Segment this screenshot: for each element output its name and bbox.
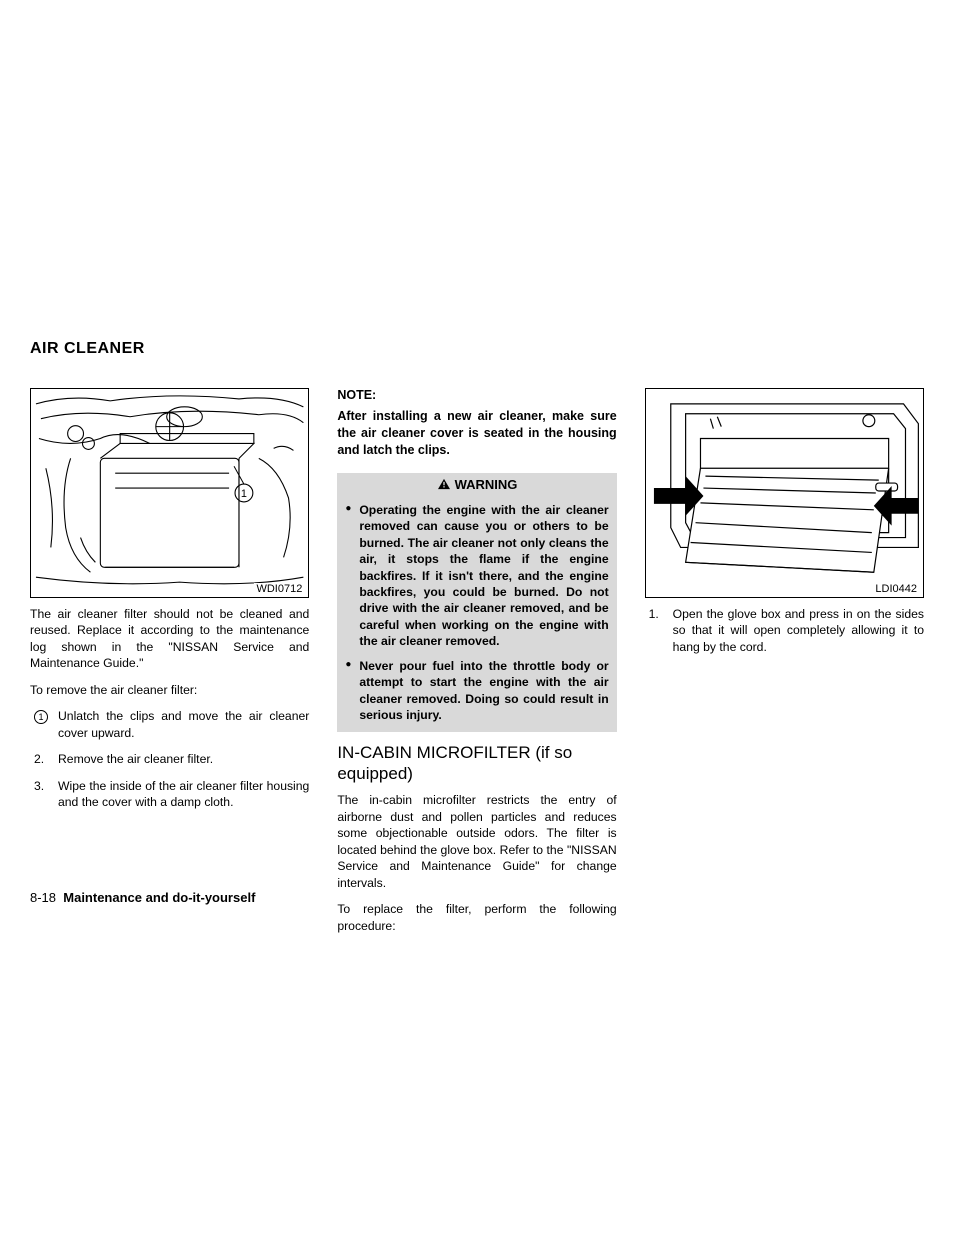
microfilter-heading: IN-CABIN MICROFILTER (if so equipped): [337, 742, 616, 785]
column-3: LDI0442 1. Open the glove box and press …: [645, 388, 924, 944]
step-1: 1 Unlatch the clips and move the air cle…: [30, 708, 309, 741]
svg-text:1: 1: [241, 488, 247, 500]
note-label: NOTE:: [337, 388, 616, 402]
figure-caption-1: WDI0712: [254, 583, 304, 595]
step-3-text: Wipe the inside of the air cleaner filte…: [58, 779, 309, 809]
three-column-layout: 1 WDI0712 The air cleaner filter should …: [30, 388, 924, 944]
warning-body: Operating the engine with the air cleane…: [337, 496, 616, 732]
glovebox-step-1-text: Open the glove box and press in on the s…: [673, 607, 924, 654]
note-text: After installing a new air cleaner, make…: [337, 408, 616, 459]
glovebox-steps-list: 1. Open the glove box and press in on th…: [645, 606, 924, 655]
warning-item-1: Operating the engine with the air cleane…: [345, 502, 608, 650]
section-title: AIR CLEANER: [30, 340, 924, 358]
microfilter-paragraph-1: The in-cabin microfilter restricts the e…: [337, 792, 616, 891]
page-number: 8-18: [30, 890, 56, 905]
glovebox-step-1: 1. Open the glove box and press in on th…: [645, 606, 924, 655]
step-marker-circled-1: 1: [34, 708, 48, 724]
warning-label: WARNING: [455, 477, 518, 492]
step-3: 3. Wipe the inside of the air cleaner fi…: [30, 778, 309, 811]
warning-header: WARNING: [337, 473, 616, 496]
glovebox-step-marker-1: 1.: [649, 606, 659, 622]
column-2: NOTE: After installing a new air cleaner…: [337, 388, 616, 944]
warning-triangle-icon: [437, 478, 451, 490]
page-footer: 8-18 Maintenance and do-it-yourself: [30, 890, 255, 905]
warning-item-2: Never pour fuel into the throttle body o…: [345, 658, 608, 724]
removal-steps-list: 1 Unlatch the clips and move the air cle…: [30, 708, 309, 810]
figure-caption-2: LDI0442: [873, 583, 919, 595]
figure-engine-compartment: 1 WDI0712: [30, 388, 309, 598]
step-2: 2. Remove the air cleaner filter.: [30, 751, 309, 767]
step-1-text: Unlatch the clips and move the air clean…: [58, 709, 309, 739]
step-marker-2: 2.: [34, 751, 44, 767]
glovebox-diagram-icon: [646, 389, 923, 592]
column-1: 1 WDI0712 The air cleaner filter should …: [30, 388, 309, 944]
step-2-text: Remove the air cleaner filter.: [58, 752, 213, 766]
chapter-title: Maintenance and do-it-yourself: [63, 890, 255, 905]
microfilter-paragraph-2: To replace the filter, perform the follo…: [337, 901, 616, 934]
figure-glove-box: LDI0442: [645, 388, 924, 598]
intro-paragraph: The air cleaner filter should not be cle…: [30, 606, 309, 672]
engine-diagram-icon: 1: [31, 389, 308, 592]
remove-intro: To remove the air cleaner filter:: [30, 682, 309, 698]
step-marker-3: 3.: [34, 778, 44, 794]
